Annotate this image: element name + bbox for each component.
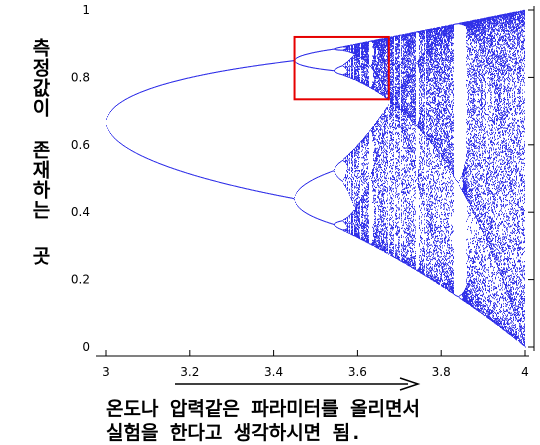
y-axis-label-line-3: 곳	[29, 246, 51, 266]
x-tick-label: 3.4	[264, 365, 283, 379]
x-tick-label: 3.2	[180, 365, 199, 379]
parameter-arrow-head	[399, 377, 421, 391]
x-tick-label: 4	[521, 365, 529, 379]
y-axis-label-line-1: 측정값이	[29, 38, 51, 118]
axes-layer: 3 3.2 3.4 3.6 3.8 4 0 0.2 0.4 0.6 0.8 1	[71, 3, 535, 379]
highlight-box	[293, 35, 390, 101]
bifurcation-points	[106, 9, 526, 348]
data-points-layer	[106, 9, 526, 348]
y-axis-label-line-2: 존재하는	[29, 140, 51, 220]
y-tick-label: 0	[82, 340, 90, 354]
x-tick-label: 3.6	[348, 365, 367, 379]
caption-line-1: 온도나 압력같은 파라미터를 올리면서	[106, 398, 420, 420]
y-tick-label: 1	[82, 3, 90, 17]
y-tick-label: 0.8	[71, 70, 90, 84]
y-tick-label: 0.4	[71, 205, 90, 219]
y-tick-label: 0.2	[71, 273, 90, 287]
x-tick-label: 3.8	[432, 365, 451, 379]
overlay-layer	[175, 35, 421, 391]
x-tick-label: 3	[102, 365, 110, 379]
caption-line-2: 실험을 한다고 생각하시면 됨.	[106, 422, 362, 444]
y-tick-label: 0.6	[71, 138, 90, 152]
